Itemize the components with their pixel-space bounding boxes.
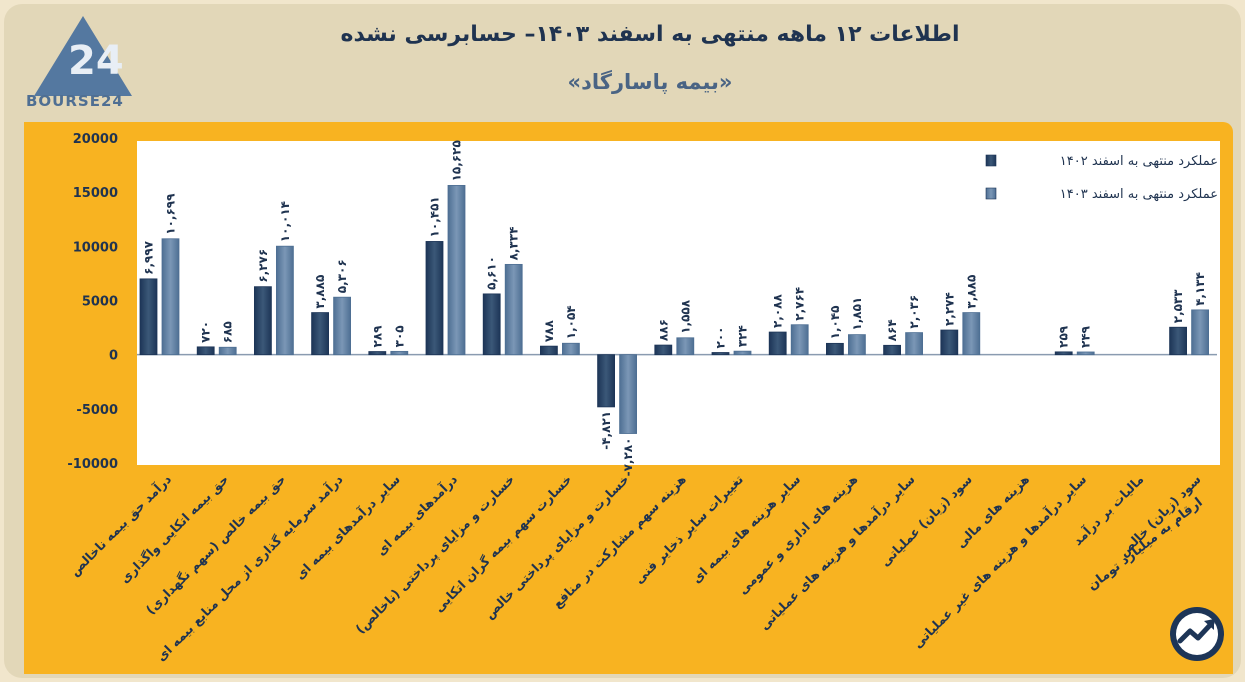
data-label: ۶,۹۹۷: [142, 240, 156, 275]
category-label: حق بیمه اتکایی واگذاری: [117, 472, 231, 586]
legend-label: عملکرد منتهی به اسفند ۱۴۰۳: [1060, 187, 1218, 202]
bar-1403: [504, 263, 523, 356]
trend-logo-icon: [1170, 607, 1224, 661]
y-tick-label: -10000: [67, 457, 118, 472]
bar-1403: [790, 324, 809, 356]
category-label: سایر هزینه های بیمه ای: [689, 472, 804, 587]
bar-1402: [139, 278, 158, 356]
category-label: درآمد حق بیمه ناخالص: [67, 472, 174, 579]
data-label: ۵,۶۱۰: [485, 256, 499, 290]
data-label: ۷۲۰: [199, 321, 213, 343]
data-label: ۲۵۹: [1057, 325, 1071, 348]
legend-swatch: [985, 187, 997, 200]
data-label: ۲۴۹: [1079, 325, 1093, 348]
y-tick-label: 10000: [73, 240, 118, 255]
data-label: ۲,۰۸۸: [771, 294, 785, 329]
y-tick-label: 0: [109, 349, 118, 364]
bar-1402: [482, 293, 501, 356]
data-label: -۷,۲۸۰: [621, 438, 635, 477]
data-label: ۸,۳۳۴: [507, 227, 521, 261]
bar-1403: [848, 334, 866, 356]
bar-1403: [676, 337, 695, 356]
bar-1402: [1054, 351, 1073, 356]
data-label: ۱۵,۶۲۵: [450, 140, 464, 181]
bar-1402: [425, 241, 444, 356]
data-label: ۲,۵۳۳: [1171, 289, 1185, 324]
y-tick-label: 5000: [82, 295, 118, 310]
data-label: ۸۸۶: [656, 319, 670, 341]
bar-1403: [390, 350, 409, 356]
bar-1402: [368, 351, 387, 356]
data-label: ۱,۵۵۸: [678, 299, 692, 334]
data-label: ۲۰۰: [714, 327, 728, 349]
data-label: ۱,۸۵۱: [850, 297, 864, 331]
chart-subtitle: «بیمه پاسارگاد»: [567, 70, 733, 94]
bar-1402: [1169, 326, 1187, 356]
bar-1402: [253, 286, 272, 356]
y-tick-label: -5000: [76, 403, 118, 418]
bar-1402: [883, 344, 901, 356]
bar-1403: [562, 342, 580, 356]
data-label: ۱,۰۴۵: [828, 305, 842, 339]
data-label: ۳۰۵: [392, 325, 406, 347]
bar-1403: [619, 354, 637, 434]
data-label: -۴,۸۲۱: [599, 411, 613, 450]
bar-1403: [905, 332, 923, 356]
y-tick-label: 15000: [73, 186, 118, 201]
bar-1402: [654, 344, 673, 356]
bar-1402: [768, 331, 787, 356]
data-label: ۱۰,۶۹۹: [164, 193, 178, 235]
bar-1403: [333, 296, 352, 356]
bar-1402: [711, 352, 730, 356]
category-label: سایر درآمدهای بیمه ای: [292, 472, 403, 583]
bar-1403: [733, 350, 752, 356]
bar-1403: [275, 245, 294, 356]
data-label: ۲۸۹: [370, 325, 384, 348]
data-label: ۲,۲۷۴: [942, 292, 956, 326]
bar-1402: [196, 346, 215, 356]
data-label: ۲,۷۶۴: [793, 287, 807, 321]
category-label: تغییرات سایر ذخایر فنی: [631, 472, 746, 587]
data-label: ۱۰,۴۵۱: [428, 196, 442, 237]
data-label: ۳۲۴: [736, 325, 750, 347]
data-label: ۴,۱۳۴: [1193, 272, 1207, 306]
y-tick-label: 20000: [73, 132, 118, 147]
data-label: ۶۸۵: [221, 321, 235, 343]
data-label: ۵,۳۰۶: [335, 259, 349, 293]
data-label: ۳,۸۸۵: [964, 275, 978, 309]
bar-1403: [161, 238, 180, 356]
data-label: ۳,۸۸۵: [313, 275, 327, 309]
legend-swatch: [985, 154, 997, 167]
bar-1403: [447, 184, 466, 356]
data-label: ۷۸۸: [542, 319, 556, 342]
bar-1402: [311, 312, 330, 356]
plot-area: [137, 141, 1220, 465]
bar-1402: [597, 354, 615, 408]
category-label: هزینه های اداری و عمومی: [735, 472, 861, 598]
data-label: ۱۰,۰۱۴: [278, 201, 292, 242]
bar-1402: [826, 342, 844, 356]
chart-title: اطلاعات ۱۲ ماهه منتهی به اسفند ۱۴۰۳– حسا…: [340, 22, 960, 47]
bar-1403: [1076, 351, 1095, 356]
bar-1402: [540, 345, 558, 356]
data-label: ۱,۰۵۴: [564, 305, 578, 339]
logo-mark: 24: [68, 38, 124, 84]
data-label: ۶,۲۷۶: [256, 249, 270, 283]
bourse24-logo-icon: 24: [34, 16, 132, 96]
bar-1403: [218, 346, 237, 356]
legend-label: عملکرد منتهی به اسفند ۱۴۰۲: [1060, 154, 1218, 169]
bar-1402: [940, 329, 959, 356]
bar-1403: [1191, 309, 1209, 356]
bar-1403: [962, 312, 981, 356]
logo-text: BOURSE24: [26, 92, 124, 110]
data-label: ۲,۰۳۶: [907, 295, 921, 329]
data-label: ۸۶۴: [885, 319, 899, 341]
